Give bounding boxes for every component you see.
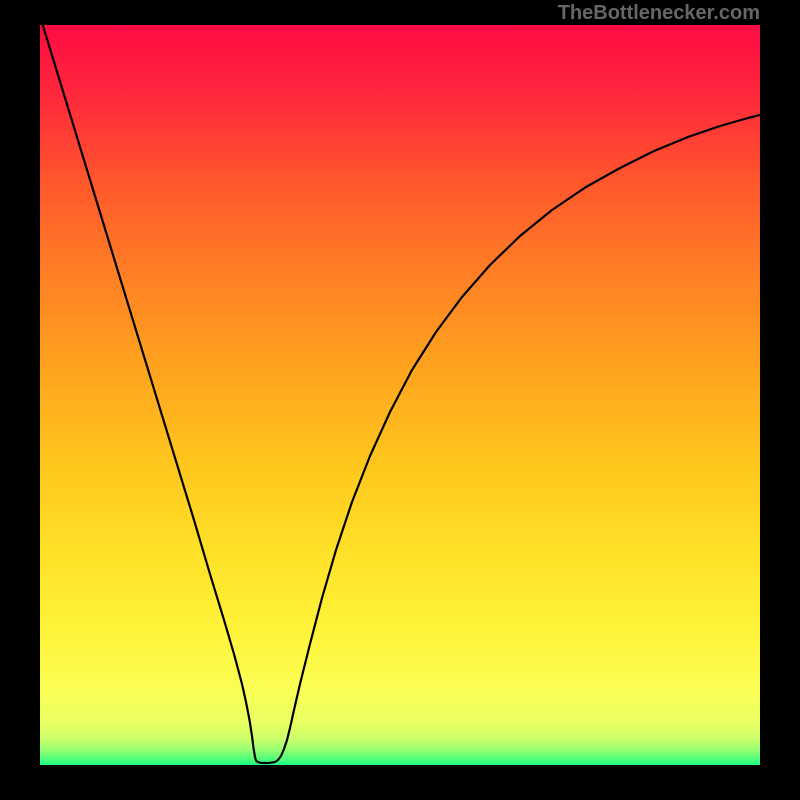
chart-frame: TheBottlenecker.com xyxy=(0,0,800,800)
plot-area xyxy=(40,25,760,765)
watermark-text: TheBottlenecker.com xyxy=(558,2,760,25)
plot-svg xyxy=(40,25,760,765)
